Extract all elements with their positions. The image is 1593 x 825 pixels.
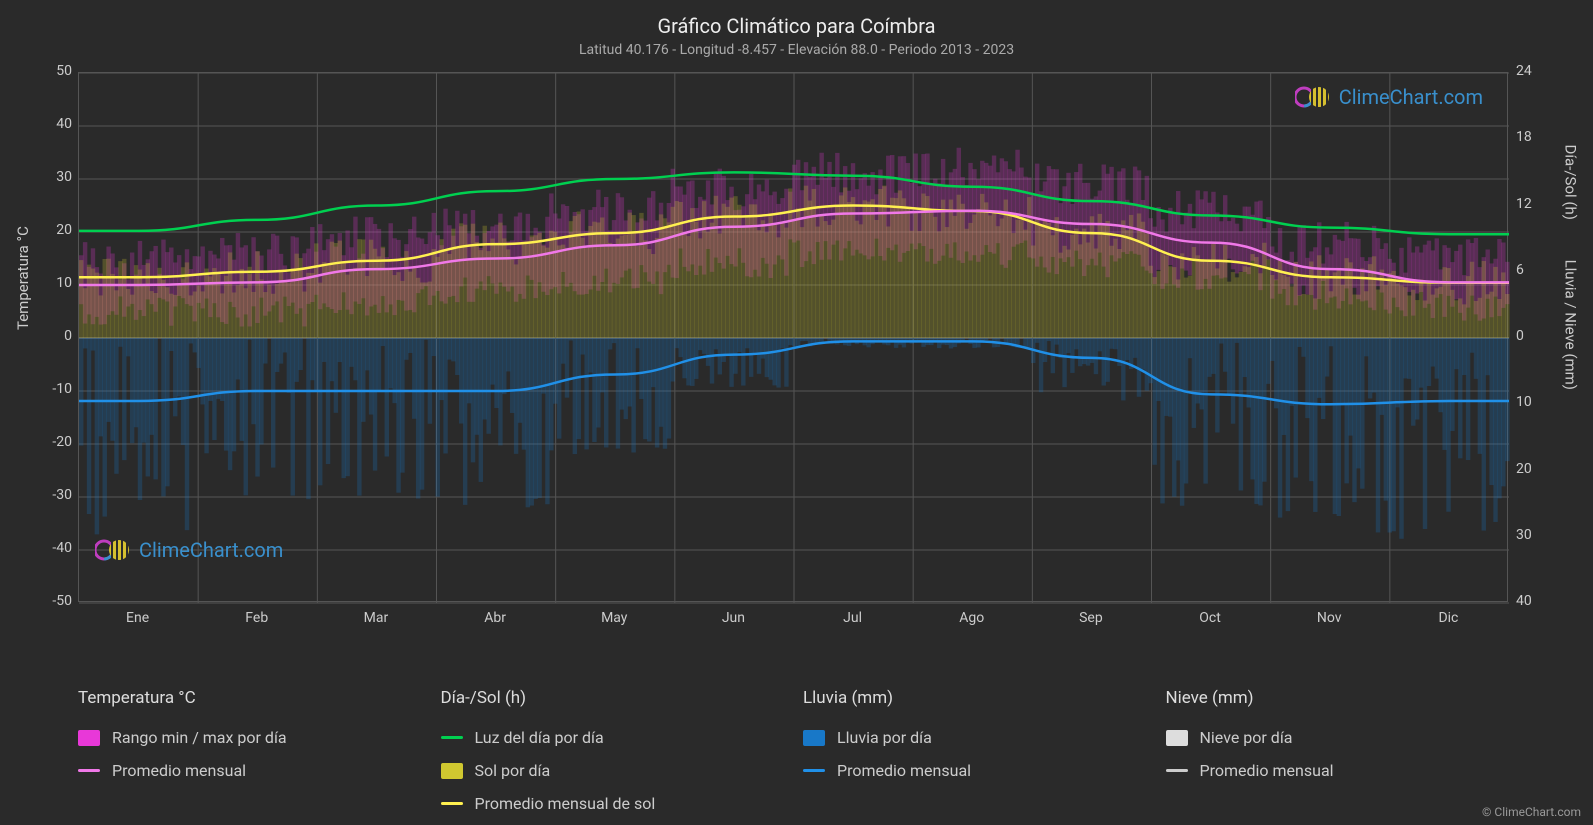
climate-chart: Gráfico Climático para Coímbra Latitud 4… xyxy=(0,0,1593,825)
legend-header: Temperatura °C xyxy=(78,688,421,708)
legend-swatch xyxy=(803,769,825,772)
xtick-month: May xyxy=(584,610,644,626)
legend-label: Nieve por día xyxy=(1200,728,1293,747)
legend-swatch xyxy=(78,730,100,746)
xtick-month: Abr xyxy=(465,610,525,626)
copyright: © ClimeChart.com xyxy=(1482,805,1581,819)
legend-label: Promedio mensual xyxy=(112,761,246,780)
legend-col-rain: Lluvia (mm) Lluvia por día Promedio mensu… xyxy=(803,688,1146,813)
ytick-left: -10 xyxy=(32,381,72,397)
legend-label: Sol por día xyxy=(475,761,551,780)
legend-label: Promedio mensual xyxy=(1200,761,1334,780)
legend-col-temp: Temperatura °C Rango min / max por día Pr… xyxy=(78,688,421,813)
legend-swatch xyxy=(1166,730,1188,746)
legend-swatch xyxy=(803,730,825,746)
chart-subtitle: Latitud 40.176 - Longitud -8.457 - Eleva… xyxy=(0,38,1593,58)
ytick-left: -40 xyxy=(32,540,72,556)
legend-items: Luz del día por día Sol por día Promedio m… xyxy=(441,728,784,813)
ytick-right-precip: 10 xyxy=(1516,394,1556,410)
legend-items: Nieve por día Promedio mensual xyxy=(1166,728,1509,780)
ytick-right-precip: 40 xyxy=(1516,593,1556,609)
legend-item: Sol por día xyxy=(441,761,784,780)
ytick-right-sun: 18 xyxy=(1516,129,1556,145)
xtick-month: Jun xyxy=(703,610,763,626)
legend-swatch xyxy=(441,763,463,779)
watermark-bottom-left: ClimeChart.com xyxy=(95,538,283,562)
legend-label: Lluvia por día xyxy=(837,728,932,747)
xtick-month: Dic xyxy=(1418,610,1478,626)
legend: Temperatura °C Rango min / max por día Pr… xyxy=(78,688,1508,813)
xtick-month: Sep xyxy=(1061,610,1121,626)
ytick-right-precip: 20 xyxy=(1516,461,1556,477)
ytick-right-sun: 12 xyxy=(1516,196,1556,212)
legend-header: Nieve (mm) xyxy=(1166,688,1509,708)
brand-logo-icon xyxy=(95,538,131,562)
legend-item: Promedio mensual xyxy=(1166,761,1509,780)
plot-area xyxy=(78,72,1508,602)
legend-header: Lluvia (mm) xyxy=(803,688,1146,708)
legend-item: Promedio mensual de sol xyxy=(441,794,784,813)
y-axis-right-top-label: Día-/Sol (h) xyxy=(1561,145,1579,221)
ytick-left: -50 xyxy=(32,593,72,609)
brand-logo-icon xyxy=(1295,85,1331,109)
legend-item: Promedio mensual xyxy=(803,761,1146,780)
xtick-month: Mar xyxy=(346,610,406,626)
y-axis-right-bottom-label: Lluvia / Nieve (mm) xyxy=(1561,260,1579,390)
legend-label: Rango min / max por día xyxy=(112,728,287,747)
legend-item: Luz del día por día xyxy=(441,728,784,747)
chart-title: Gráfico Climático para Coímbra xyxy=(0,0,1593,38)
legend-col-snow: Nieve (mm) Nieve por día Promedio mensual xyxy=(1166,688,1509,813)
ytick-left: 20 xyxy=(32,222,72,238)
legend-swatch xyxy=(441,736,463,739)
ytick-left: 50 xyxy=(32,63,72,79)
ytick-right-sun: 0 xyxy=(1516,328,1556,344)
y-axis-left-label: Temperatura °C xyxy=(14,226,32,330)
xtick-month: Feb xyxy=(227,610,287,626)
legend-items: Lluvia por día Promedio mensual xyxy=(803,728,1146,780)
legend-item: Lluvia por día xyxy=(803,728,1146,747)
legend-item: Nieve por día xyxy=(1166,728,1509,747)
ytick-left: 0 xyxy=(32,328,72,344)
legend-label: Promedio mensual de sol xyxy=(475,794,656,813)
ytick-left: -20 xyxy=(32,434,72,450)
legend-col-sun: Día-/Sol (h) Luz del día por día Sol por … xyxy=(441,688,784,813)
xtick-month: Jul xyxy=(823,610,883,626)
ytick-left: 40 xyxy=(32,116,72,132)
ytick-right-precip: 30 xyxy=(1516,527,1556,543)
watermark-text: ClimeChart.com xyxy=(139,538,283,562)
legend-items: Rango min / max por día Promedio mensual xyxy=(78,728,421,780)
xtick-month: Nov xyxy=(1299,610,1359,626)
plot-svg xyxy=(79,73,1507,601)
watermark-top-right: ClimeChart.com xyxy=(1295,85,1483,109)
ytick-left: -30 xyxy=(32,487,72,503)
watermark-text: ClimeChart.com xyxy=(1339,85,1483,109)
legend-label: Luz del día por día xyxy=(475,728,604,747)
xtick-month: Ago xyxy=(942,610,1002,626)
legend-header: Día-/Sol (h) xyxy=(441,688,784,708)
ytick-left: 30 xyxy=(32,169,72,185)
legend-swatch xyxy=(441,802,463,805)
ytick-right-sun: 24 xyxy=(1516,63,1556,79)
ytick-left: 10 xyxy=(32,275,72,291)
legend-label: Promedio mensual xyxy=(837,761,971,780)
xtick-month: Oct xyxy=(1180,610,1240,626)
legend-swatch xyxy=(1166,769,1188,772)
legend-item: Promedio mensual xyxy=(78,761,421,780)
xtick-month: Ene xyxy=(108,610,168,626)
legend-swatch xyxy=(78,769,100,772)
legend-item: Rango min / max por día xyxy=(78,728,421,747)
ytick-right-sun: 6 xyxy=(1516,262,1556,278)
